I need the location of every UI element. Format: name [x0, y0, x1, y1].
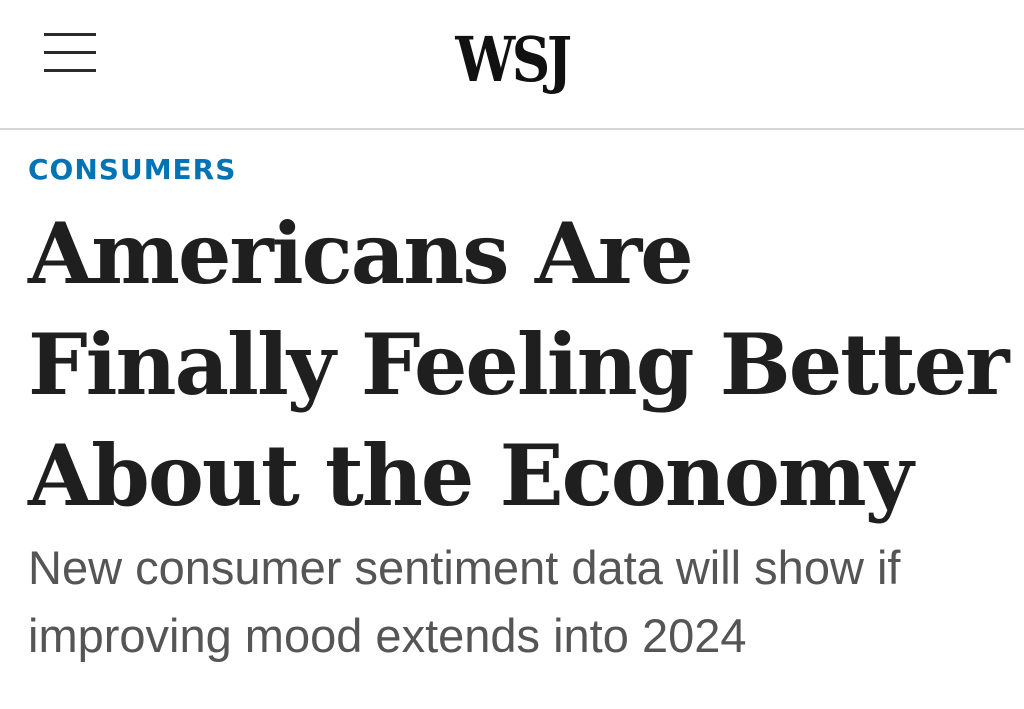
menu-bar-top	[44, 33, 96, 36]
hamburger-menu-icon[interactable]	[40, 30, 100, 78]
article-headline: Americans Are Finally Feeling Better Abo…	[28, 204, 1009, 525]
article-subheadline: New consumer sentiment data will show if…	[28, 541, 901, 662]
header-divider	[0, 128, 1024, 130]
menu-bar-middle	[44, 51, 96, 54]
menu-bar-bottom	[44, 69, 96, 72]
wsj-logo[interactable]: WSJ	[455, 23, 572, 96]
section-label-consumers[interactable]: CONSUMERS	[28, 153, 237, 186]
site-header: WSJ	[0, 0, 1024, 128]
